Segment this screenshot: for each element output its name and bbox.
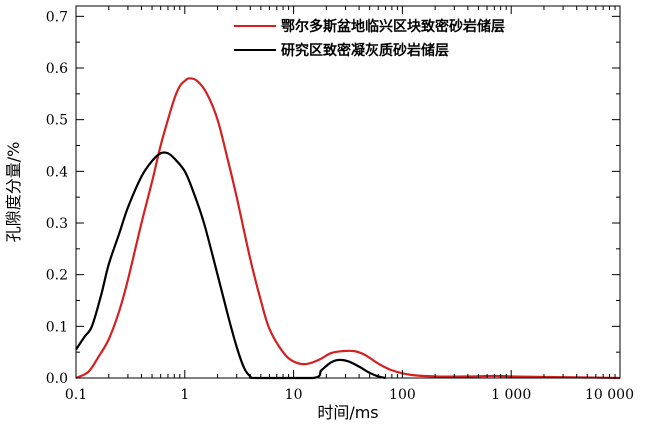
y-tick-label: 0.1 — [46, 319, 68, 335]
series-line-0 — [75, 77, 621, 380]
x-tick-label: 10 — [285, 387, 303, 403]
x-tick-label: 1 — [180, 387, 189, 403]
x-tick-label: 0.1 — [65, 387, 87, 403]
x-tick-label: 100 — [389, 387, 416, 403]
legend-label-black: 研究区致密凝灰质砂岩储层 — [281, 42, 449, 59]
series-line-1 — [75, 151, 386, 380]
y-tick-label: 0.0 — [46, 371, 68, 387]
y-axis-title: 孔隙度分量/% — [4, 142, 23, 243]
y-tick-label: 0.4 — [46, 164, 68, 180]
y-tick-label: 0.5 — [46, 113, 68, 129]
plot-frame — [75, 5, 621, 379]
y-tick-label: 0.7 — [46, 9, 68, 25]
y-tick-label: 0.6 — [46, 61, 68, 77]
y-tick-label: 0.2 — [46, 268, 68, 284]
x-axis-title: 时间/ms — [317, 403, 378, 422]
x-tick-label: 10 000 — [585, 387, 634, 403]
series-layer — [75, 77, 621, 380]
y-tick-label: 0.3 — [46, 216, 68, 232]
x-axis-ticks: 0.1 1 10 100 1 000 10 000 — [65, 6, 634, 403]
x-tick-label: 1 000 — [491, 387, 531, 403]
y-axis-ticks: 0.0 0.1 0.2 0.3 0.4 0.5 0.6 0.7 — [46, 9, 620, 387]
legend: 鄂尔多斯盆地临兴区块致密砂岩储层 研究区致密凝灰质砂岩储层 — [234, 18, 505, 59]
legend-label-red: 鄂尔多斯盆地临兴区块致密砂岩储层 — [281, 18, 505, 35]
